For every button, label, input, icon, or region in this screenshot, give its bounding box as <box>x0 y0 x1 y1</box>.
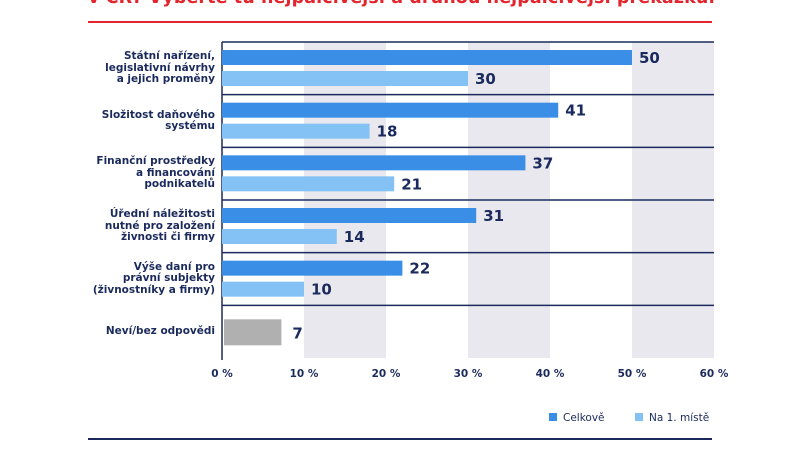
bar-celkove <box>222 50 632 65</box>
data-label-celkove: 22 <box>409 260 430 278</box>
category-label-line: Výše daní pro <box>133 260 215 273</box>
chart-title: v ČR? Vyberte tu nejpalčivější a druhou … <box>88 0 788 8</box>
category-label-line: (živnostníky a firmy) <box>92 283 215 296</box>
data-label-nevi: 7 <box>292 324 302 342</box>
bar-celkove <box>222 102 559 118</box>
legend-swatch-na-1-miste <box>635 413 643 421</box>
data-label-na-1-miste: 10 <box>311 281 332 299</box>
title-underline <box>88 21 712 23</box>
category-label: Výše daní pro právní subjekty (živnostníky… <box>40 260 215 297</box>
legend-swatch-celkove <box>549 413 557 421</box>
data-label-na-1-miste: 21 <box>401 175 422 193</box>
category-label-line: Úřední náležitosti <box>109 208 215 221</box>
category-label-line: Neví/bez odpovědi <box>105 324 215 337</box>
data-label-na-1-miste: 14 <box>344 228 365 246</box>
category-label: Složitost daňového systému <box>40 108 215 133</box>
category-label-line: a jejich proměny <box>116 73 215 86</box>
bottom-rule <box>88 438 712 440</box>
bar-celkove <box>222 155 526 171</box>
legend-label-celkove: Celkově <box>563 412 605 424</box>
category-label: Státní nařízení, legislativní návrhy a jej… <box>40 51 215 86</box>
bar-na-1-miste <box>222 229 337 244</box>
x-tick-label: 50 % <box>617 368 647 380</box>
bar-nevi <box>224 319 282 346</box>
category-label-line: nutné pro založení <box>104 219 215 232</box>
category-label-line: Složitost daňového <box>101 108 215 121</box>
x-tick-label: 30 % <box>453 368 483 380</box>
category-label-line: legislativní návrhy <box>105 61 215 74</box>
x-tick-label: 40 % <box>535 368 565 380</box>
legend-label-na-1-miste: Na 1. místě <box>649 412 710 424</box>
bar-na-1-miste <box>222 281 304 297</box>
category-label-line: systému <box>165 120 215 132</box>
category-label-line: Státní nařízení, <box>123 50 215 63</box>
data-label-na-1-miste: 30 <box>475 70 496 88</box>
category-label: Úřední náležitosti nutné pro založení živn… <box>40 209 215 244</box>
x-tick-label: 10 % <box>289 368 319 380</box>
bar-na-1-miste <box>222 176 395 192</box>
data-label-celkove: 41 <box>565 102 586 120</box>
data-label-na-1-miste: 18 <box>377 123 398 141</box>
category-label-line: právní subjekty <box>122 272 215 285</box>
data-label-celkove: 50 <box>639 49 660 67</box>
category-label: Finanční prostředky a financování podnikat… <box>40 156 215 191</box>
bar-celkove <box>222 260 403 276</box>
data-label-celkove: 31 <box>483 207 504 225</box>
legend-item-na-1-miste: Na 1. místě <box>635 412 709 424</box>
legend-item-celkove: Celkově <box>549 412 605 424</box>
x-tick-label: 20 % <box>371 368 401 380</box>
category-label-line: Finanční prostředky <box>96 155 215 168</box>
x-tick-label: 0 % <box>211 368 233 380</box>
category-label-line: a financování <box>135 166 215 179</box>
category-label-line: živnosti či firmy <box>121 231 215 244</box>
category-label: Neví/bez odpovědi <box>40 324 215 338</box>
bar-na-1-miste <box>222 71 468 86</box>
bar-na-1-miste <box>222 123 370 139</box>
x-tick-label: 60 % <box>699 368 729 380</box>
data-label-celkove: 37 <box>532 154 553 172</box>
category-label-line: podnikatelů <box>144 178 215 191</box>
bar-celkove <box>222 208 477 223</box>
